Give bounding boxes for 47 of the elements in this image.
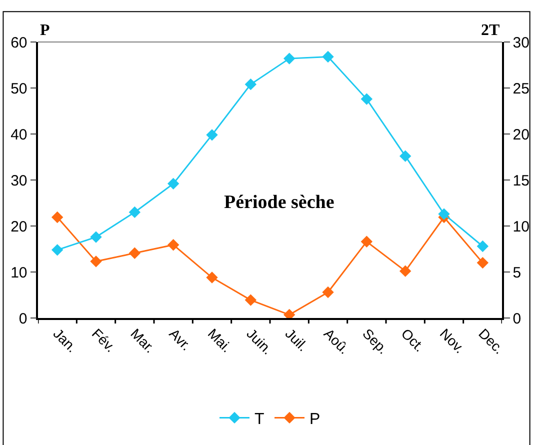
y2-tick-label: 20 [512, 126, 530, 144]
point [167, 239, 180, 251]
y-tick-label: 30 [10, 172, 28, 190]
x-tick-label: Juil. [282, 325, 312, 354]
y-tick-label: 20 [10, 218, 28, 236]
point [360, 236, 373, 248]
point [399, 265, 412, 277]
point [244, 294, 257, 306]
point [167, 178, 180, 190]
y-tick-label: 50 [10, 80, 28, 98]
y2-tick-label: 0 [512, 310, 522, 328]
legend-label: T [254, 410, 264, 428]
y2-axis-title: 2T [481, 22, 500, 39]
y2-tick-label: 10 [512, 218, 530, 236]
y-tick-label: 40 [10, 126, 28, 144]
y2-tick-label: 5 [512, 264, 522, 282]
x-tick-label: Jan. [50, 325, 80, 356]
point [399, 150, 412, 162]
point [322, 50, 334, 63]
annotation: Période sèche [224, 192, 334, 213]
y-tick-label: 60 [10, 34, 28, 52]
point [476, 256, 489, 269]
point [244, 78, 257, 90]
point [283, 52, 296, 64]
y2-tick-label: 25 [512, 80, 530, 98]
y2-tick-label: 15 [512, 172, 530, 190]
y-tick-label: 0 [18, 310, 28, 328]
point [438, 208, 450, 220]
point [322, 286, 334, 298]
point [476, 240, 489, 252]
x-tick-label: Aoû. [320, 325, 353, 357]
point [128, 247, 141, 259]
legend-label: P [310, 410, 320, 428]
point [51, 211, 64, 224]
x-tick-label: Oct. [398, 325, 428, 355]
point [360, 93, 373, 105]
point [90, 256, 102, 268]
x-tick-label: Fév. [88, 325, 119, 356]
point [206, 272, 218, 284]
point [206, 129, 218, 141]
y-axis-title: P [40, 22, 50, 39]
x-tick-label: Avr. [166, 325, 194, 354]
point [128, 206, 141, 218]
point [51, 244, 64, 256]
y2-tick-label: 30 [512, 34, 530, 52]
y-tick-label: 10 [10, 264, 28, 282]
point [90, 231, 102, 243]
